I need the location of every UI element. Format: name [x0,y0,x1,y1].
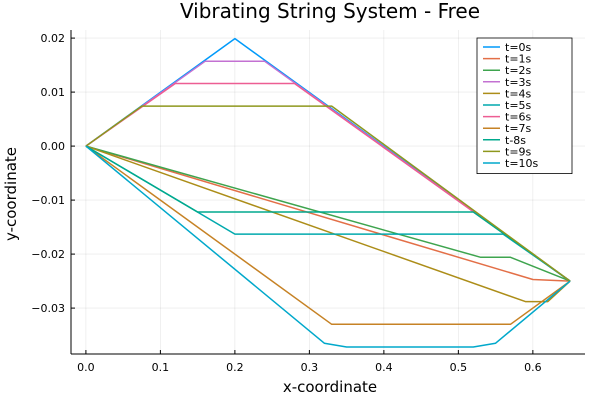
series-line-t-1s [85,145,571,282]
x-tick-label: 0.1 [152,361,170,374]
legend-label: t=3s [505,76,532,89]
series-line-t-9s [85,105,571,282]
series-layer [85,37,571,348]
y-tick-label: −0.02 [31,248,65,261]
y-axis-title: y-coordinate [2,147,20,241]
x-tick-label: 0.6 [524,361,542,374]
legend-label: t=4s [505,87,532,100]
legend-label: t=10s [505,157,539,170]
y-tick-label: 0.02 [41,32,66,45]
x-tick-label: 0.2 [226,361,244,374]
legend-label: t=9s [505,145,532,158]
x-tick-label: 0.4 [375,361,393,374]
legend-label: t=1s [505,53,532,66]
series-line-t-8s [85,145,571,282]
chart-title: Vibrating String System - Free [180,0,480,23]
x-tick-label: 0.5 [450,361,468,374]
y-tick-label: 0.01 [41,86,66,99]
legend-label: t=0s [505,41,532,54]
x-tick-label: 0.3 [301,361,319,374]
x-axis-title: x-coordinate [283,378,377,396]
legend-label: t=2s [505,64,532,77]
y-tick-label: 0.00 [41,140,66,153]
series-line-t-2s [85,145,571,282]
legend: t=0st=1st=2st=3st=4st=5st=6st=7st-8st=9s… [476,37,573,175]
series-line-t-7s [85,145,571,326]
legend-label: t-8s [505,134,526,147]
x-tick-label: 0.0 [77,361,95,374]
legend-label: t=6s [505,111,532,124]
series-line-t-10s [85,145,571,348]
legend-label: t=5s [505,99,532,112]
y-tick-label: −0.01 [31,194,65,207]
legend-label: t=7s [505,122,532,135]
y-tick-label: −0.03 [31,302,65,315]
axes-layer: 0.0 0.1 0.2 0.3 0.4 0.5 0.6 0.02 0.01 0.00 −0.01 −0… [31,30,585,374]
